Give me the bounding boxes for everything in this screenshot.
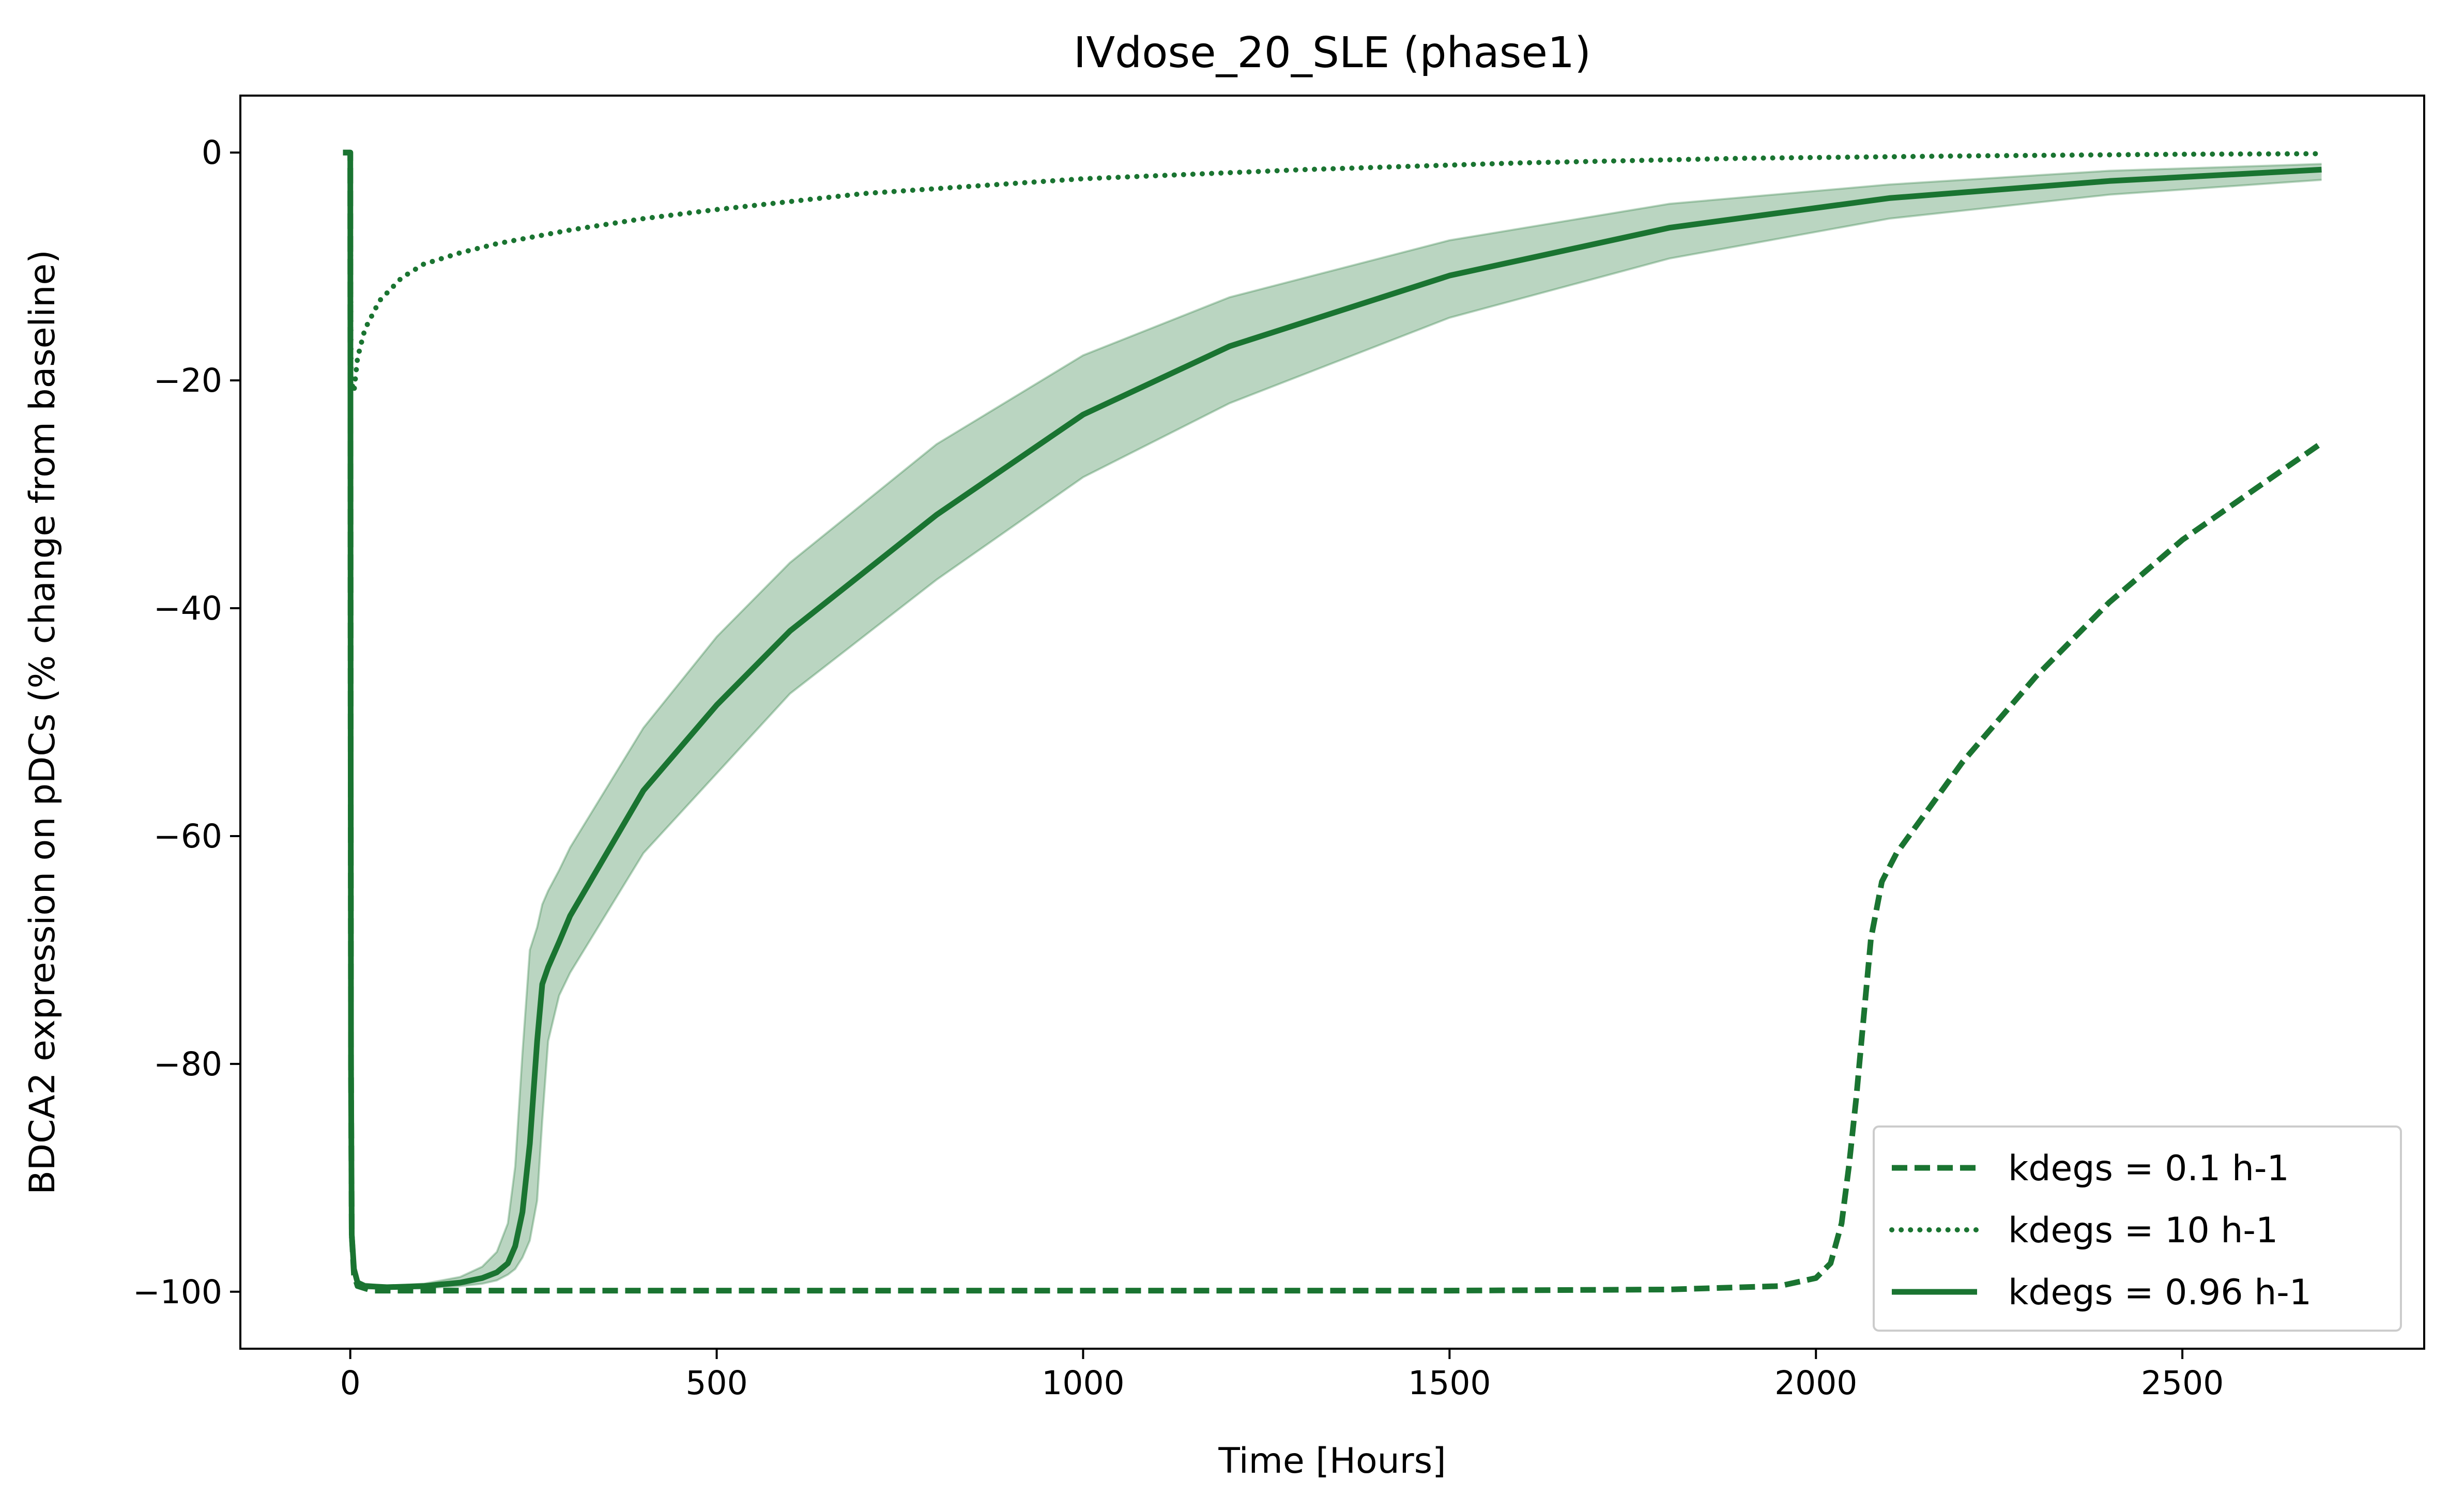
x-tick-label: 2000: [1774, 1364, 1857, 1402]
legend-label-kdegs-0.1: kdegs = 0.1 h-1: [2008, 1148, 2289, 1189]
legend-label-kdegs-0.96: kdegs = 0.96 h-1: [2008, 1272, 2312, 1313]
series-line-kdegs-0.96: [343, 149, 2322, 1290]
x-tick-label: 0: [340, 1364, 361, 1402]
y-axis-ticks: 0 −20 −40 −60 −80 −100: [133, 134, 240, 1311]
x-tick-label: 2500: [2141, 1364, 2224, 1402]
y-tick-label: −100: [133, 1273, 222, 1311]
plot-content: [343, 149, 2324, 1294]
x-axis-ticks: 0 500 1000 1500 2000 2500: [340, 1349, 2224, 1402]
y-tick-label: −40: [154, 590, 222, 627]
x-tick-label: 500: [685, 1364, 747, 1402]
chart-title: IVdose_20_SLE (phase1): [1074, 28, 1591, 78]
series-line-kdegs-10: [347, 150, 2324, 395]
y-tick-label: −60: [154, 817, 222, 855]
x-axis-title: Time [Hours]: [1218, 1441, 1446, 1482]
confidence-band: [343, 152, 2322, 1289]
x-tick-label: 1000: [1042, 1364, 1124, 1402]
y-tick-label: −20: [154, 362, 222, 399]
legend: kdegs = 0.1 h-1 kdegs = 10 h-1 kdegs = 0…: [1873, 1125, 2402, 1332]
x-tick-label: 1500: [1408, 1364, 1491, 1402]
y-axis-title: BDCA2 expression on pDCs (% change from …: [22, 250, 63, 1195]
legend-box: [1873, 1125, 2402, 1332]
y-tick-label: 0: [202, 134, 222, 172]
y-tick-label: −80: [154, 1045, 222, 1083]
plot-frame: [239, 95, 2425, 1350]
legend-label-kdegs-10: kdegs = 10 h-1: [2008, 1210, 2278, 1251]
